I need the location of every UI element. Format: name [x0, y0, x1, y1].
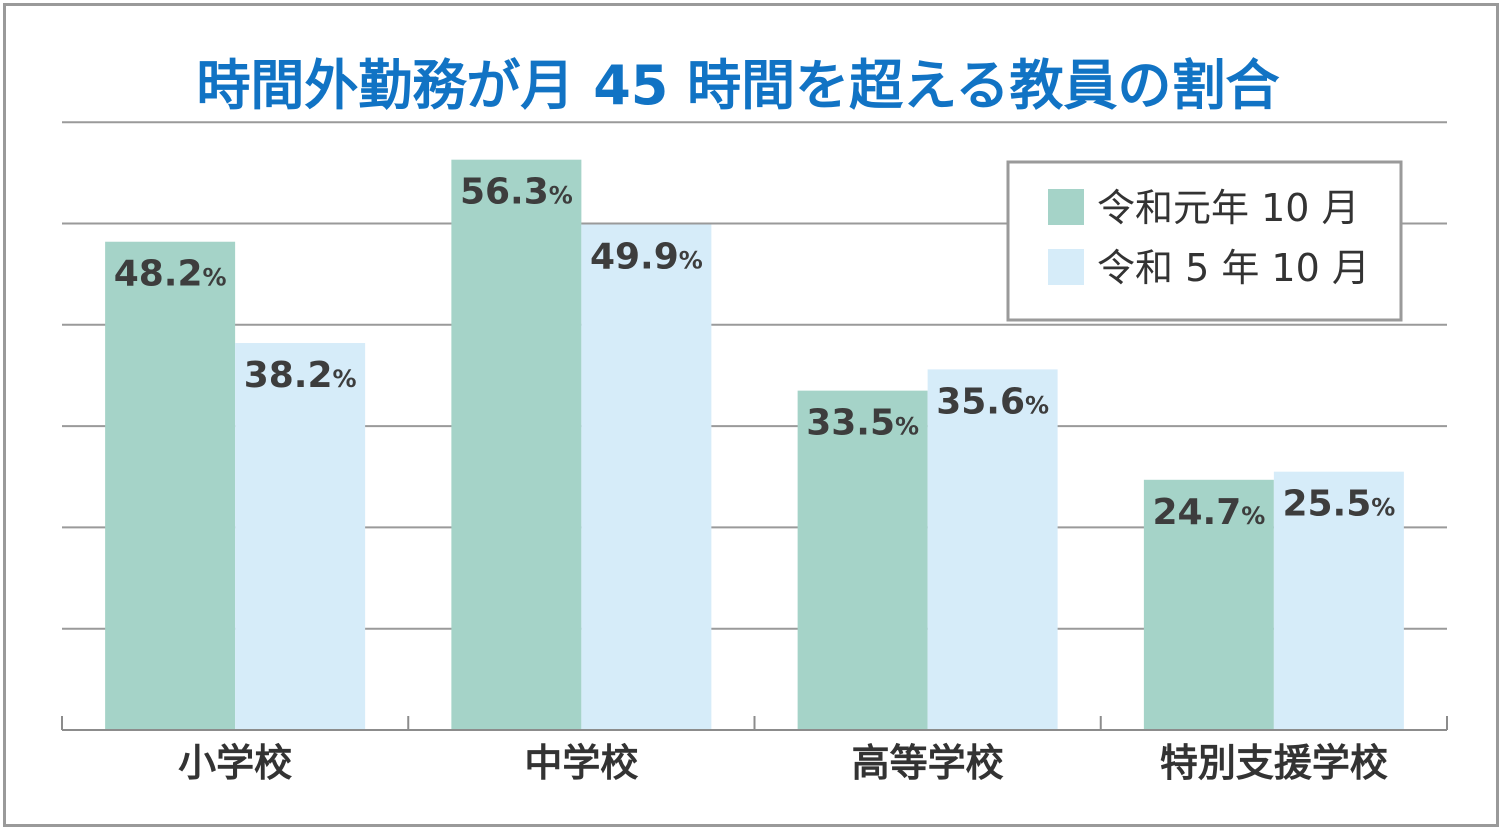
legend-label: 令和 5 年 10 月	[1097, 246, 1370, 290]
x-tick-label: 中学校	[524, 741, 638, 785]
bar	[797, 390, 928, 730]
bar	[105, 241, 236, 730]
legend-label: 令和元年 10 月	[1097, 186, 1360, 230]
x-tick-label: 高等学校	[852, 741, 1004, 785]
bars	[105, 159, 1404, 730]
data-label: 49.9%	[590, 237, 703, 278]
bar	[1273, 471, 1404, 730]
data-labels: 48.2% 38.2% 56.3% 49.9% 33.5% 35.6% 24.7% 25.5%	[114, 172, 1396, 533]
legend-swatch	[1048, 189, 1084, 225]
x-axis: 小学校 中学校 高等学校 特別支援学校	[61, 716, 1448, 785]
data-label: 48.2%	[114, 254, 227, 295]
bar	[235, 343, 366, 730]
data-label: 38.2%	[244, 355, 357, 396]
legend-swatch	[1048, 249, 1084, 285]
data-label: 56.3%	[460, 172, 573, 213]
chart-title: 時間外勤務が月 45 時間を超える教員の割合	[196, 54, 1279, 117]
data-label: 25.5%	[1282, 484, 1395, 525]
bar	[927, 369, 1058, 730]
x-tick-label: 特別支援学校	[1160, 741, 1388, 785]
bar	[1143, 479, 1274, 730]
bar	[581, 224, 712, 730]
data-label: 24.7%	[1152, 492, 1265, 533]
bar	[451, 159, 582, 730]
legend-box	[1006, 160, 1403, 322]
data-label: 33.5%	[806, 403, 919, 444]
x-tick-label: 小学校	[178, 741, 292, 785]
legend: 令和元年 10 月令和 5 年 10 月	[1006, 160, 1403, 322]
data-label: 35.6%	[936, 381, 1049, 422]
